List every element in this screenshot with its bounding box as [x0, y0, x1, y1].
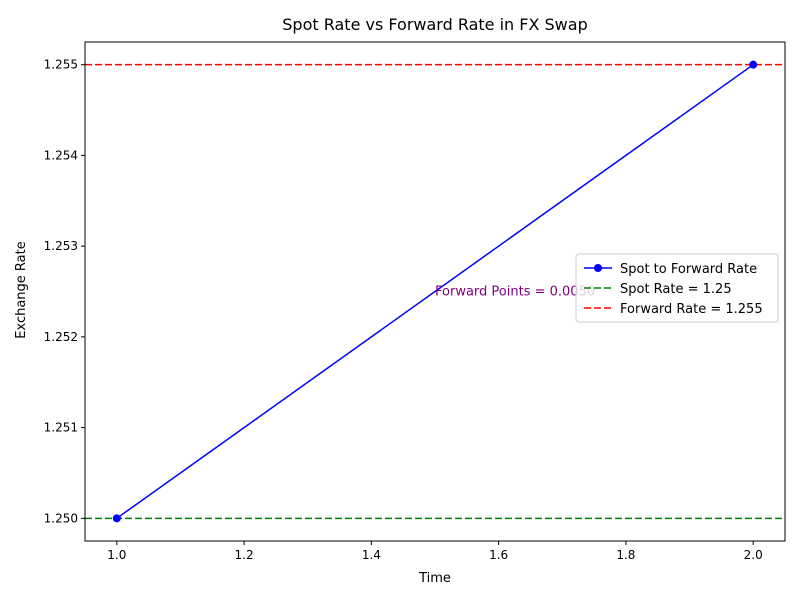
x-tick-label: 1.0 — [107, 548, 126, 562]
legend-label: Spot to Forward Rate — [620, 262, 757, 277]
legend: Spot to Forward Rate Spot Rate = 1.25 Forw… — [575, 253, 779, 323]
chart-title: Spot Rate vs Forward Rate in FX Swap — [282, 15, 587, 34]
y-axis-title: Exchange Rate — [14, 241, 29, 338]
y-tick-label: 1.250 — [44, 511, 78, 525]
legend-marker — [594, 264, 602, 272]
y-tick-label: 1.254 — [44, 148, 78, 162]
x-tick-label: 1.2 — [235, 548, 254, 562]
legend-label: Spot Rate = 1.25 — [620, 282, 732, 297]
axes: 1.0 1.2 1.4 1.6 1.8 2.0 1.250 1.251 1.252 1.253 1.… — [44, 41, 786, 562]
y-tick-label: 1.252 — [44, 330, 78, 344]
forward-points-annotation: Forward Points = 0.0050 — [435, 285, 595, 300]
plot-area: Forward Points = 0.0050 — [85, 60, 785, 523]
x-tick-label: 1.8 — [616, 548, 635, 562]
legend-box — [575, 253, 779, 323]
plot-frame — [84, 41, 786, 542]
legend-label: Forward Rate = 1.255 — [620, 302, 763, 317]
series-line — [116, 64, 754, 519]
y-tick-label: 1.255 — [44, 58, 78, 72]
y-tick-label: 1.251 — [44, 421, 78, 435]
x-tick-label: 1.4 — [362, 548, 381, 562]
y-tick-label: 1.253 — [44, 239, 78, 253]
series-point — [112, 514, 121, 523]
series-point — [749, 60, 758, 69]
x-tick-label: 2.0 — [744, 548, 763, 562]
x-tick-label: 1.6 — [489, 548, 508, 562]
x-axis-title: Time — [418, 571, 451, 586]
